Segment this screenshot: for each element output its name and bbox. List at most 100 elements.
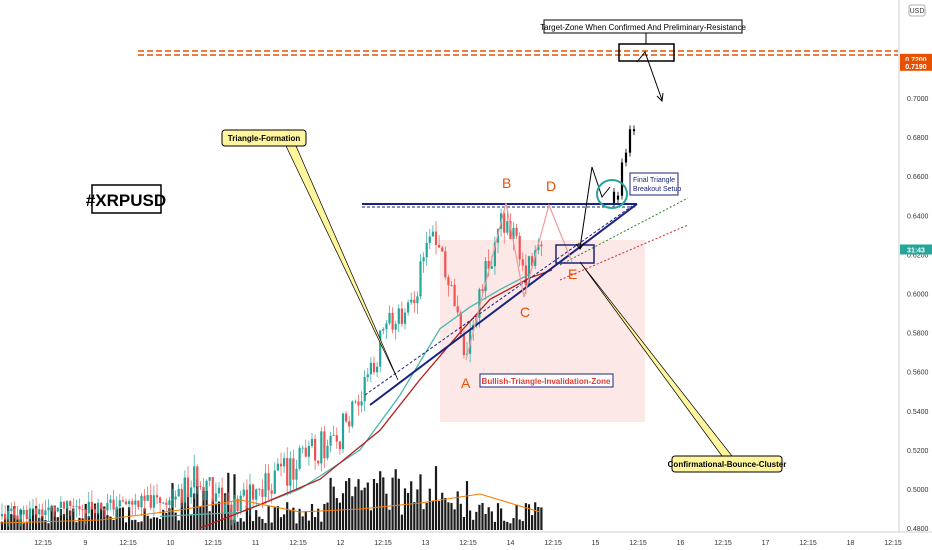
target-zone-label: Target-Zone When Confirmed And Prelimina… — [540, 23, 746, 32]
volume-bar-1 — [4, 516, 7, 530]
y-tick-label-3: 0.6400 — [907, 213, 929, 220]
y-tick-label-1: 0.6800 — [907, 135, 929, 142]
x-tick-label-17: 17 — [762, 540, 770, 547]
volume-bar-66 — [205, 490, 208, 530]
candle-body-61 — [190, 487, 193, 498]
price-tag-box-2 — [900, 244, 932, 255]
volume-bar-140 — [434, 466, 438, 530]
volume-bar-52 — [162, 509, 165, 530]
candle-body-115 — [357, 401, 360, 406]
triangle-formation-pointer — [285, 145, 399, 381]
volume-bar-97 — [301, 516, 304, 530]
volume-bar-0 — [0, 521, 4, 530]
volume-bar-43 — [134, 519, 137, 530]
candle-body-92 — [286, 458, 289, 486]
volume-bar-138 — [428, 488, 431, 530]
wave-label-e: E — [568, 266, 577, 282]
candle-body-65 — [202, 487, 205, 491]
volume-bar-130 — [403, 488, 407, 530]
x-axis-ticks: 12:15 9 12:15 10 12:15 11 12:15 12 12:15 13 12:15 1… — [34, 540, 902, 547]
invalidation-label-box — [479, 373, 614, 388]
volume-bar-78 — [242, 521, 245, 530]
x-tick-label-18: 12:15 — [799, 540, 817, 547]
volume-bar-86 — [267, 506, 270, 530]
breakout-label-line2: Breakout Setup — [633, 186, 681, 193]
volume-bar-113 — [351, 496, 354, 530]
candle-body-166 — [515, 227, 518, 237]
volume-bar-76 — [236, 521, 239, 530]
candle-body-28 — [87, 501, 90, 514]
candle-body-48 — [149, 494, 152, 508]
breakout-label-line1: Final Triangle — [633, 177, 675, 184]
volume-bar-171 — [531, 515, 534, 530]
currency-badge[interactable] — [908, 4, 926, 17]
x-tick-label-11: 14 — [507, 540, 515, 547]
volume-bar-14 — [44, 520, 47, 530]
candle-body-119 — [369, 362, 372, 375]
candle-body-111 — [345, 413, 348, 422]
y-tick-label-8: 0.5400 — [907, 409, 929, 416]
candle-body-134 — [416, 296, 419, 304]
candle-body-3 — [10, 508, 13, 512]
candle-body-96 — [298, 447, 301, 469]
volume-bar-67 — [208, 511, 211, 530]
candle-body-62 — [193, 466, 196, 488]
breakout-circle[interactable] — [596, 179, 628, 209]
candle-body-18 — [56, 507, 59, 512]
volume-bar-58 — [180, 498, 183, 530]
candle-body-79 — [245, 489, 248, 509]
y-tick-label-6: 0.5800 — [907, 331, 929, 338]
volume-bar-125 — [388, 509, 391, 530]
candle-body-22 — [69, 501, 72, 507]
candle-body-140 — [434, 231, 438, 245]
candle-body-138 — [428, 236, 431, 243]
volume-average — [0, 493, 541, 524]
candle-body-173 — [537, 244, 540, 251]
volume-bar-169 — [524, 503, 527, 530]
volume-bar-173 — [537, 506, 540, 530]
volume-bar-114 — [354, 486, 357, 530]
volume-bar-112 — [348, 478, 351, 530]
candle-body-116 — [360, 401, 363, 406]
volume-bar-137 — [425, 502, 428, 530]
candle-body-7 — [22, 509, 25, 515]
candle-body-29 — [90, 501, 93, 510]
volume-bar-79 — [245, 505, 248, 530]
target-arrow — [636, 50, 663, 101]
volume-bar-139 — [431, 500, 434, 530]
candle-body-31 — [97, 502, 100, 514]
candle-body-105 — [326, 445, 329, 459]
candle-body-82 — [255, 489, 258, 500]
candle-body-109 — [338, 441, 341, 450]
candle-body-135 — [419, 261, 422, 297]
volume-bar-34 — [106, 515, 109, 530]
candle-body-147 — [456, 306, 459, 313]
volume-bar-133 — [413, 502, 416, 530]
volume-bar-170 — [527, 504, 531, 530]
volume-bar-165 — [512, 518, 515, 530]
volume-bar-143 — [444, 497, 447, 530]
volume-bar-148 — [459, 503, 462, 530]
volume-bar-18 — [56, 517, 59, 530]
volume-bar-116 — [360, 490, 363, 530]
volume-bar-33 — [103, 506, 106, 530]
candle-body-99 — [307, 445, 310, 457]
target-zone-box[interactable] — [618, 43, 675, 62]
volume-bar-163 — [506, 521, 509, 530]
x-tick-label-19: 18 — [847, 540, 855, 547]
candle-body-102 — [317, 460, 320, 464]
volume-bar-129 — [400, 514, 403, 530]
bounce-box[interactable] — [555, 244, 595, 264]
triangle-bottom-dash — [364, 205, 633, 396]
candle-body-59 — [183, 477, 186, 503]
candle-body-12 — [38, 509, 41, 515]
candle-body-69 — [214, 493, 217, 502]
volume-bar-50 — [155, 517, 159, 530]
candle-body-128 — [397, 308, 400, 324]
volume-bar-70 — [217, 501, 221, 530]
y-tick-label-0: 0.7000 — [907, 96, 929, 103]
candle-body-120 — [372, 362, 376, 373]
candle-body-67 — [208, 477, 211, 481]
volume-bar-41 — [128, 507, 131, 530]
